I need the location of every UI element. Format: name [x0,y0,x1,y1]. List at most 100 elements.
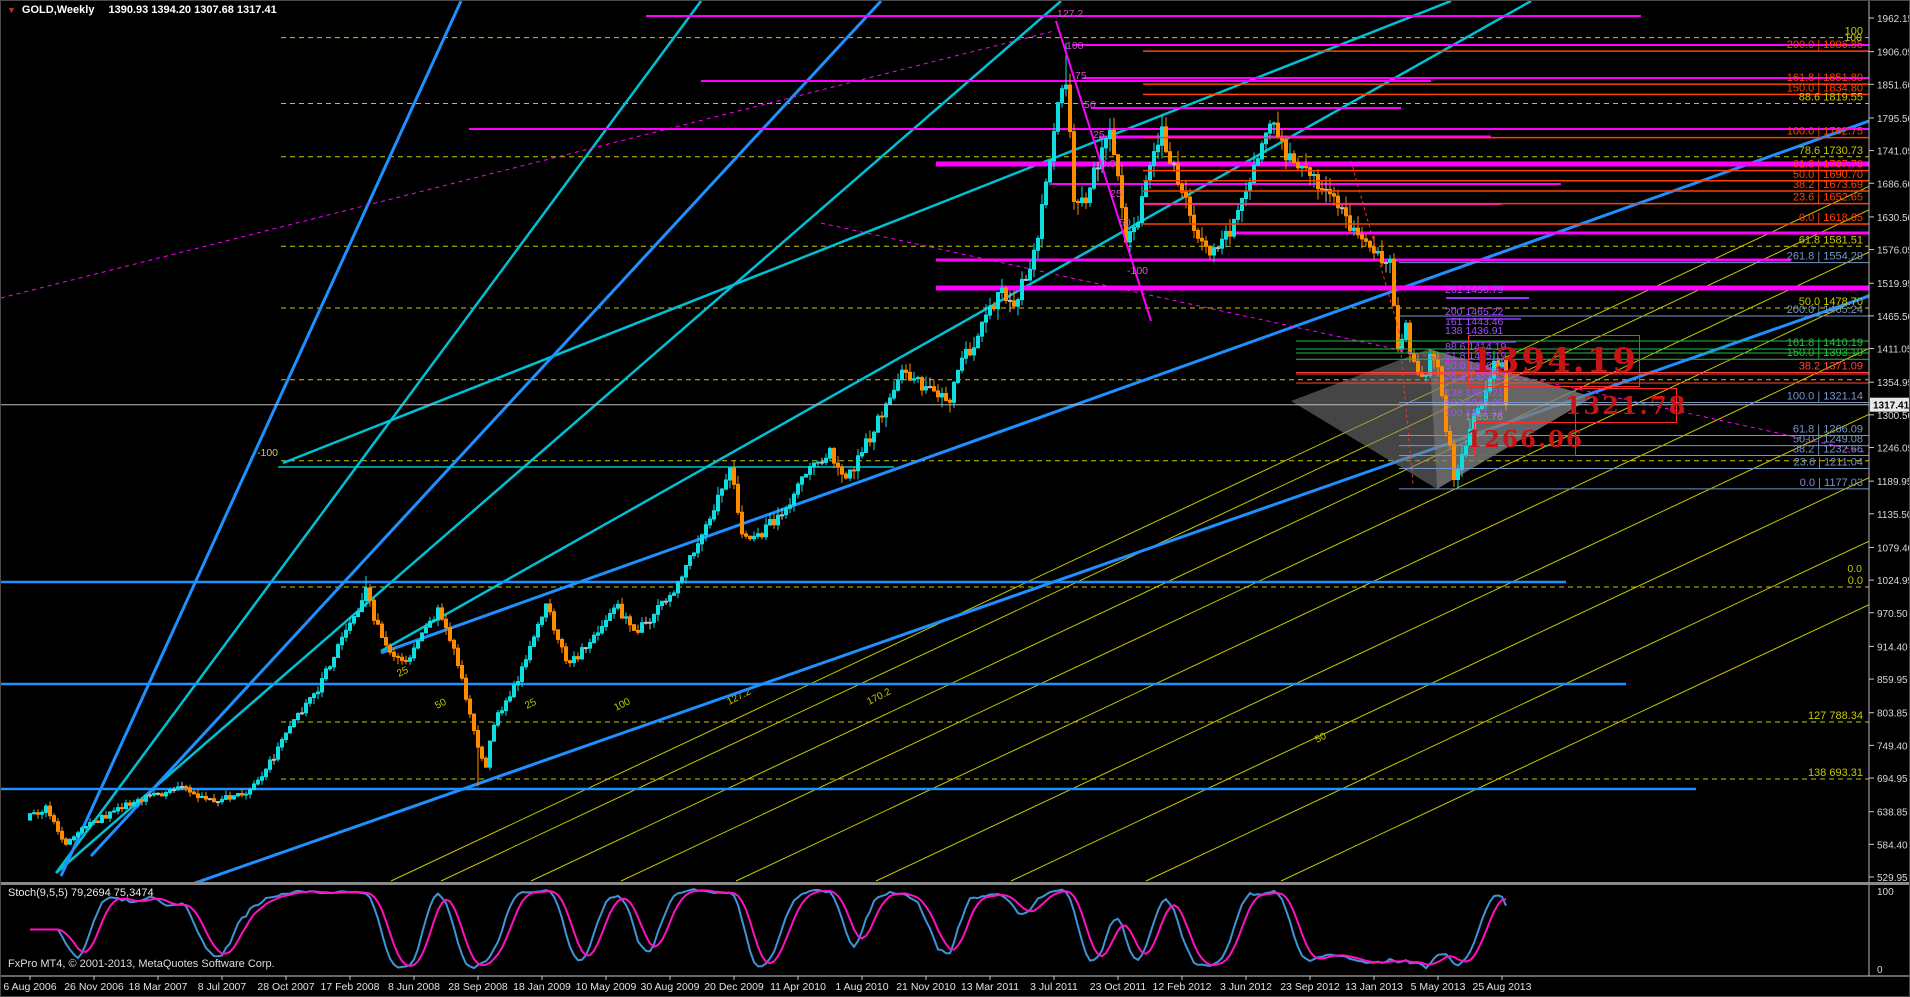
svg-text:61.8 | 1266.09: 61.8 | 1266.09 [1793,423,1863,435]
price-alert-box-1321[interactable]: 1321.78 [1565,388,1685,423]
svg-text:8 Jun 2008: 8 Jun 2008 [388,981,440,993]
svg-text:261 1496.79: 261 1496.79 [1445,284,1504,296]
svg-text:1135.50: 1135.50 [1877,510,1910,521]
svg-text:38.2 | 1673.69: 38.2 | 1673.69 [1793,179,1863,191]
svg-text:13 Jan 2013: 13 Jan 2013 [1345,981,1403,993]
stochastic-k-line [30,888,1507,970]
svg-text:0.0: 0.0 [1847,563,1862,575]
price-axis[interactable]: 1962.15 1906.05 1851.60 1795.50 1741.05 1686.… [1868,1,1910,976]
svg-text:23.6 | 1652.65: 23.6 | 1652.65 [1793,192,1863,204]
svg-text:50: 50 [1313,731,1328,746]
svg-text:970.50: 970.50 [1877,609,1908,620]
candles-down [36,73,1508,847]
ohlc-values: 1390.93 1394.20 1307.68 1317.41 [108,4,277,16]
svg-text:1630.50: 1630.50 [1877,213,1910,224]
svg-text:25: 25 [523,697,538,712]
svg-text:23 Oct 2011: 23 Oct 2011 [1090,981,1147,993]
svg-text:1741.05: 1741.05 [1877,147,1910,158]
svg-text:28 Oct 2007: 28 Oct 2007 [257,981,314,993]
svg-text:161.8 | 1851.80: 161.8 | 1851.80 [1787,72,1863,84]
svg-text:50.0 1396.16: 50.0 1396.16 [1445,360,1506,372]
time-axis[interactable]: 6 Aug 2006 26 Nov 2006 18 Mar 2007 8 Jul 20… [3,976,1532,993]
svg-text:1962.15: 1962.15 [1877,14,1910,25]
svg-text:859.95: 859.95 [1877,675,1908,686]
svg-text:161.8 | 1410.19: 161.8 | 1410.19 [1787,337,1863,349]
svg-text:3 Jul 2011: 3 Jul 2011 [1030,981,1078,993]
svg-text:75: 75 [1075,70,1087,82]
svg-text:584.40: 584.40 [1877,840,1908,851]
harmonic-pattern-wedge[interactable] [1291,349,1437,489]
svg-text:8 Jul 2007: 8 Jul 2007 [198,981,247,993]
svg-text:25: 25 [395,665,410,680]
svg-text:100: 100 [1844,32,1862,44]
svg-text:1079.40: 1079.40 [1877,543,1910,554]
svg-text:0.0: 0.0 [1848,575,1863,587]
svg-text:3 Jun 2012: 3 Jun 2012 [1220,981,1272,993]
svg-text:1851.60: 1851.60 [1877,80,1910,91]
svg-text:38.2 | 1232.66: 38.2 | 1232.66 [1793,444,1863,456]
svg-text:0.0 | 1177.03: 0.0 | 1177.03 [1800,477,1863,489]
svg-text:18 Mar 2007: 18 Mar 2007 [129,981,188,993]
svg-text:20 Dec 2009: 20 Dec 2009 [704,981,764,993]
svg-text:50: 50 [433,697,448,712]
svg-text:638.85: 638.85 [1877,808,1908,819]
svg-text:100: 100 [1877,887,1894,898]
svg-text:0.0 | 1618.65: 0.0 | 1618.65 [1799,212,1863,224]
svg-text:1795.50: 1795.50 [1877,114,1910,125]
svg-text:38.2 1371.09: 38.2 1371.09 [1799,361,1863,373]
svg-text:50.0 1478.70: 50.0 1478.70 [1799,296,1863,308]
candles-up [28,42,1504,845]
symbol-dropdown-icon[interactable]: ▼ [7,5,16,15]
svg-text:200 1465.22: 200 1465.22 [1445,306,1504,318]
svg-text:1 Aug 2010: 1 Aug 2010 [835,981,888,993]
svg-text:150.0 | 1393.19: 150.0 | 1393.19 [1787,347,1863,359]
svg-text:5 May 2013: 5 May 2013 [1411,981,1466,993]
svg-text:28 Sep 2008: 28 Sep 2008 [448,981,508,993]
svg-text:61.8 1405.19: 61.8 1405.19 [1445,350,1506,362]
svg-text:1686.60: 1686.60 [1877,179,1910,190]
stochastic-pane[interactable] [30,888,1507,970]
svg-text:30 Aug 2009: 30 Aug 2009 [641,981,700,993]
price-alert-box-1266[interactable]: 1266.06 [1466,422,1582,456]
chart-title-bar: ▼ GOLD,Weekly 1390.93 1394.20 1307.68 1317… [7,4,277,16]
svg-text:61.8 | 1707.70: 61.8 | 1707.70 [1793,159,1863,171]
svg-text:25: 25 [1093,129,1105,141]
price-alert-box-1394[interactable]: 1394.19 [1468,335,1640,387]
svg-text:88.6 1819.55: 88.6 1819.55 [1799,92,1863,104]
stochastic-d-line [30,889,1507,968]
svg-text:1906.05: 1906.05 [1877,48,1910,59]
svg-text:914.40: 914.40 [1877,642,1908,653]
svg-text:150.0 | 1834.80: 150.0 | 1834.80 [1787,82,1863,94]
svg-text:261.8 | 1554.29: 261.8 | 1554.29 [1787,251,1863,263]
svg-text:123 1343.26: 123 1343.26 [1445,397,1504,409]
svg-text:803.85: 803.85 [1877,709,1908,720]
svg-text:10 May 2009: 10 May 2009 [576,981,637,993]
svg-text:138 1357.21: 138 1357.21 [1445,387,1504,399]
svg-text:21 Nov 2010: 21 Nov 2010 [896,981,956,993]
svg-text:25: 25 [1110,188,1122,200]
svg-text:100: 100 [1845,26,1863,38]
svg-text:1246.05: 1246.05 [1877,443,1910,454]
svg-text:50: 50 [1084,99,1096,111]
svg-text:749.40: 749.40 [1877,741,1908,752]
svg-text:50: 50 [1119,217,1131,229]
svg-text:61.8 1581.51: 61.8 1581.51 [1799,234,1863,246]
symbol-timeframe-label: GOLD,Weekly [21,4,95,16]
svg-text:50.0 | 1249.08: 50.0 | 1249.08 [1793,434,1863,446]
svg-text:1354.95: 1354.95 [1877,378,1910,389]
stochastic-indicator-label: Stoch(9,5,5) 79,2694 75,3474 [8,887,154,899]
current-price-tag [1870,397,1909,412]
svg-text:12 Feb 2012: 12 Feb 2012 [1153,981,1212,993]
svg-text:17 Feb 2008: 17 Feb 2008 [321,981,380,993]
svg-text:200.0 | 1906.85: 200.0 | 1906.85 [1787,39,1863,51]
svg-text:1300.50: 1300.50 [1877,411,1910,422]
svg-text:1519.95: 1519.95 [1877,279,1910,290]
svg-text:-100: -100 [1127,265,1148,277]
svg-text:0: 0 [1877,965,1883,976]
svg-text:26 Nov 2006: 26 Nov 2006 [64,981,124,993]
pane-separator[interactable] [1,882,1910,885]
harmonic-pattern-wedge[interactable] [1429,349,1593,489]
svg-text:127 788.34: 127 788.34 [1808,710,1863,722]
